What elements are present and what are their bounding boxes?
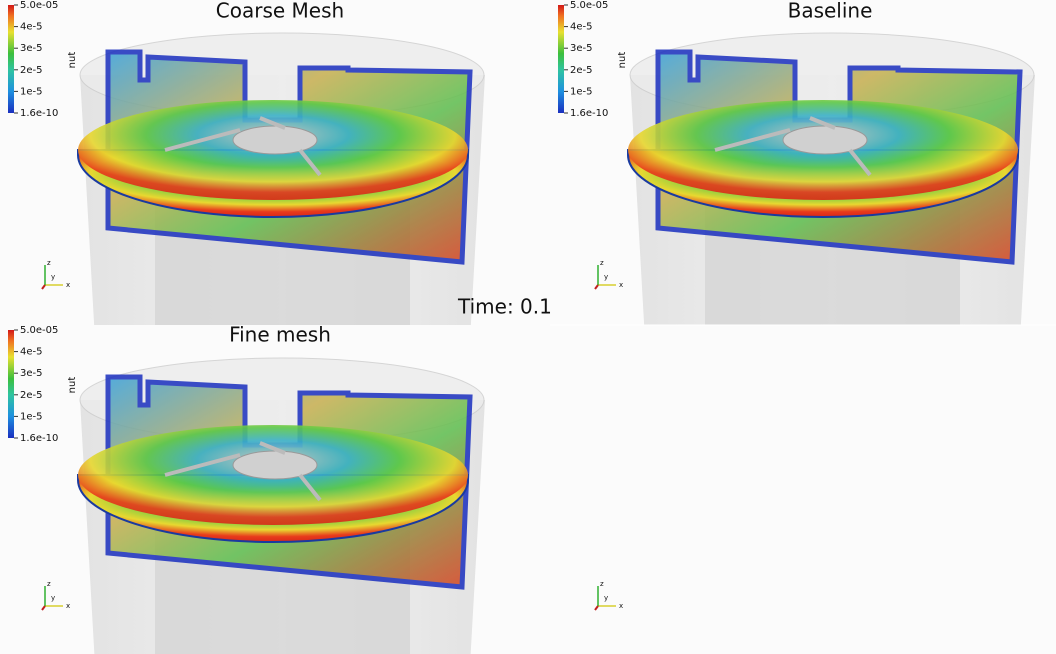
- colorbar-title: nut: [617, 52, 628, 69]
- render-view: [77, 357, 485, 654]
- colorbar-tick-label: 2e-5: [20, 390, 43, 401]
- colorbar-tick-label: 1.6e-10: [20, 108, 58, 119]
- hub-arm: [298, 148, 322, 177]
- scene: [77, 357, 485, 654]
- triad-label: x: [619, 281, 623, 289]
- colorbar: [558, 5, 564, 113]
- view-title: Baseline: [788, 0, 873, 23]
- colorbar-tick-label: 1e-5: [570, 86, 593, 97]
- triad-axis: [41, 284, 46, 290]
- colorbar-title: nut: [67, 52, 78, 69]
- hub-arm: [164, 453, 241, 477]
- scene: [627, 32, 1035, 325]
- triad-label: y: [51, 273, 55, 281]
- hub-arm: [809, 116, 836, 130]
- colorbar-tick-label: 2e-5: [20, 65, 43, 76]
- triad-label: z: [47, 259, 51, 267]
- triad-label: y: [51, 594, 55, 602]
- triad-label: y: [604, 273, 608, 281]
- colorbar-tick-label: 3e-5: [20, 43, 43, 54]
- scene: [77, 32, 485, 325]
- render-view: [77, 32, 485, 325]
- render-view: [627, 32, 1035, 325]
- triad-axis: [41, 605, 46, 611]
- colorbar-tick-label: 1.6e-10: [570, 108, 608, 119]
- colorbar-tick-label: 4e-5: [20, 347, 43, 358]
- hub-arm: [259, 441, 286, 455]
- hub-arm: [259, 116, 286, 130]
- colorbar-tick-label: 5.0e-05: [570, 0, 608, 11]
- triad-label: z: [47, 580, 51, 588]
- time-label: Time: 0.1: [457, 295, 552, 319]
- hub-arm: [164, 128, 241, 152]
- hub-arm: [848, 148, 872, 177]
- view-title: Fine mesh: [229, 323, 331, 347]
- colorbar: [8, 330, 14, 438]
- triad-label: z: [600, 259, 604, 267]
- colorbar-tick-label: 1e-5: [20, 86, 43, 97]
- hub: [782, 125, 868, 155]
- colorbar-tick-label: 5.0e-05: [20, 0, 58, 11]
- colorbar-tick-label: 4e-5: [20, 22, 43, 33]
- triad-label: x: [66, 281, 70, 289]
- colorbar-tick-label: 3e-5: [570, 43, 593, 54]
- colorbar-tick-label: 2e-5: [570, 65, 593, 76]
- colorbar-tick-label: 4e-5: [570, 22, 593, 33]
- hub-arm: [714, 128, 791, 152]
- colorbar-tick-label: 3e-5: [20, 368, 43, 379]
- triad-label: x: [66, 602, 70, 610]
- triad-axis: [594, 284, 599, 290]
- colorbar: [8, 5, 14, 113]
- hub-arm: [298, 473, 322, 502]
- triad-label: y: [604, 594, 608, 602]
- colorbar-tick-label: 5.0e-05: [20, 325, 58, 336]
- triad-axis: [594, 605, 599, 611]
- colorbar-tick-label: 1e-5: [20, 411, 43, 422]
- triad-label: z: [600, 580, 604, 588]
- view-title: Coarse Mesh: [216, 0, 344, 23]
- hub: [232, 450, 318, 480]
- colorbar-tick-label: 1.6e-10: [20, 433, 58, 444]
- triad-label: x: [619, 602, 623, 610]
- hub: [232, 125, 318, 155]
- colorbar-title: nut: [67, 377, 78, 394]
